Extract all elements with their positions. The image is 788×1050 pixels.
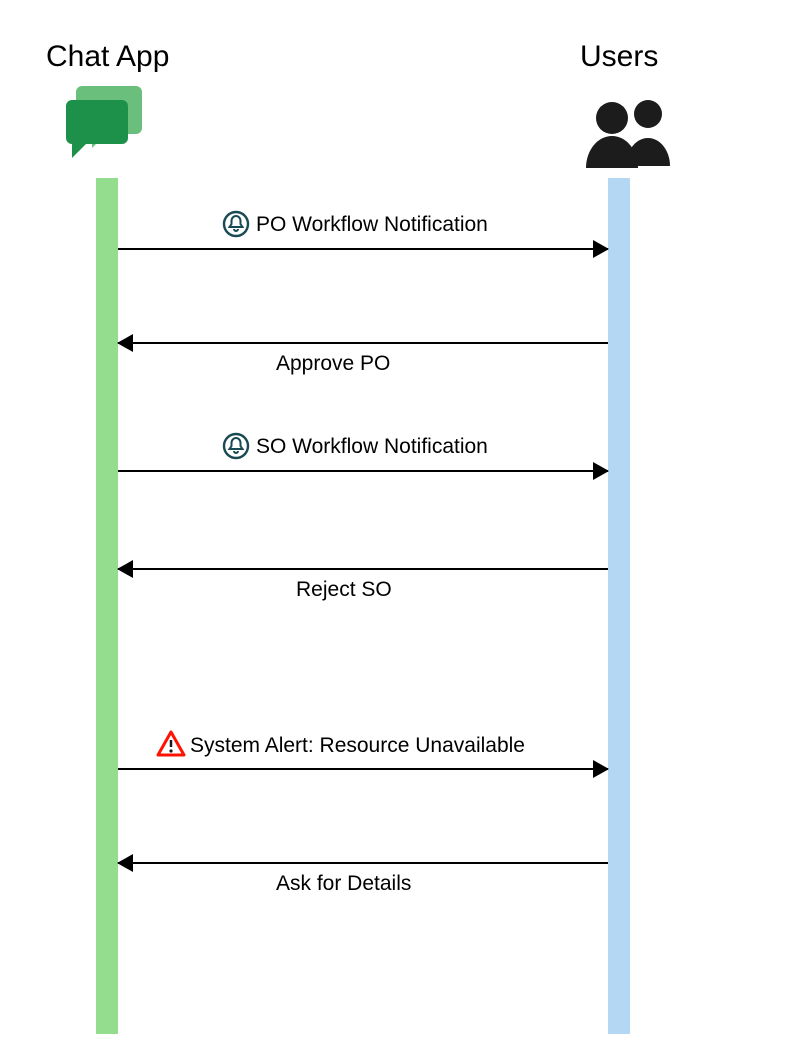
actor-title-left: Chat App — [46, 40, 169, 74]
message-label: Approve PO — [276, 352, 390, 376]
bell-icon — [222, 210, 250, 243]
arrow-left — [118, 568, 608, 570]
bell-icon — [222, 432, 250, 465]
message-label: SO Workflow Notification — [256, 435, 488, 459]
message-label: Reject SO — [296, 578, 392, 602]
users-icon — [580, 96, 680, 173]
alert-icon — [156, 730, 186, 763]
message-label: PO Workflow Notification — [256, 213, 488, 237]
sequence-diagram: Chat App Users PO — [0, 0, 788, 1050]
actor-title-right: Users — [580, 40, 658, 74]
chat-app-icon — [62, 84, 146, 167]
message-label: System Alert: Resource Unavailable — [190, 734, 525, 758]
arrow-right — [118, 768, 608, 770]
arrow-left — [118, 342, 608, 344]
message-label: Ask for Details — [276, 872, 411, 896]
lifeline-right-bar — [608, 178, 630, 1034]
arrow-left — [118, 862, 608, 864]
lifeline-left-bar — [96, 178, 118, 1034]
arrow-right — [118, 248, 608, 250]
arrow-right — [118, 470, 608, 472]
